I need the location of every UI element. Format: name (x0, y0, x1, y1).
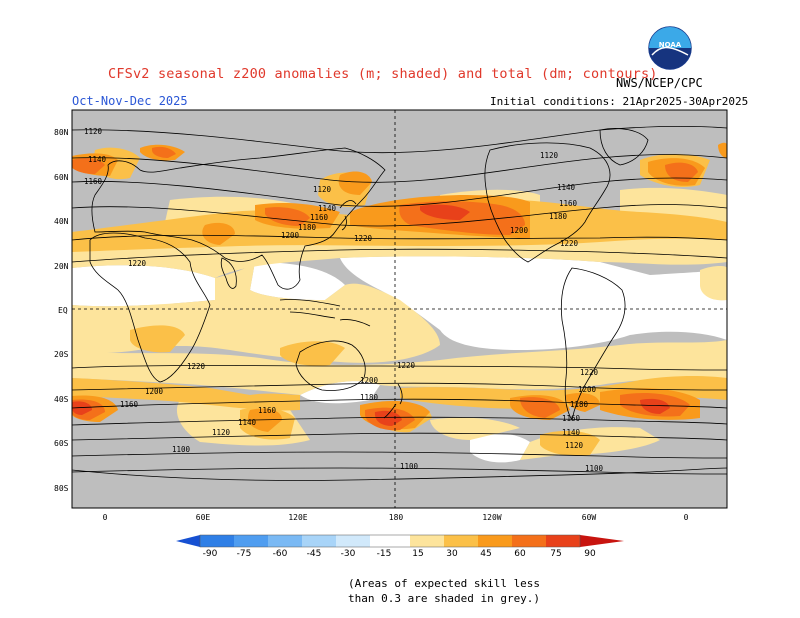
map-panel (72, 110, 727, 508)
lon-tick-label: 120E (288, 513, 307, 522)
colorbar-label: -45 (307, 549, 322, 559)
colorbar-label: 75 (550, 549, 561, 559)
lat-tick-label: 60S (54, 439, 69, 448)
longitude-labels: 0 60E 120E 180 120W 60W 0 (103, 513, 689, 522)
contour-label: 1140 (557, 183, 576, 192)
contour-label: 1200 (510, 226, 529, 235)
contour-label: 1160 (562, 414, 581, 423)
colorbar: -90 -75 -60 -45 -30 -15 15 30 45 60 75 9… (176, 534, 624, 559)
lat-tick-label: 40S (54, 395, 69, 404)
contour-label: 1180 (570, 400, 589, 409)
contour-label: 1180 (360, 393, 379, 402)
contour-label: 1160 (559, 199, 578, 208)
coastlines (72, 128, 727, 481)
logo-text: NOAA (659, 41, 682, 49)
colorbar-label: -15 (377, 549, 392, 559)
lon-tick-label: 60E (196, 513, 211, 522)
contour-label: 1200 (360, 376, 379, 385)
colorbar-cell (176, 535, 200, 547)
contour-label: 1220 (187, 362, 206, 371)
colorbar-label: 90 (584, 549, 596, 559)
colorbar-label: -30 (341, 549, 356, 559)
contour-label: 1160 (258, 406, 277, 415)
lat-tick-label: 80S (54, 484, 69, 493)
contour-label: 1160 (84, 177, 103, 186)
contour-label: 1220 (128, 259, 147, 268)
lon-tick-label: 0 (103, 513, 108, 522)
colorbar-cell (336, 535, 370, 547)
latitude-labels: 80N 60N 40N 20N EQ 20S 40S 60S 80S (54, 128, 69, 493)
colorbar-label: -60 (273, 549, 288, 559)
colorbar-outline (199, 534, 581, 548)
contour-label: 1160 (120, 400, 139, 409)
colorbar-label: 30 (446, 549, 458, 559)
colorbar-label: 45 (480, 549, 491, 559)
lon-tick-label: 60W (582, 513, 597, 522)
contour-label: 1180 (298, 223, 317, 232)
colorbar-label: -75 (237, 549, 252, 559)
colorbar-cell (234, 535, 268, 547)
agency-label: NWS/NCEP/CPC (616, 76, 703, 90)
colorbar-cell (410, 535, 444, 547)
contour-label: 1140 (88, 155, 107, 164)
initial-conditions: Initial conditions: 21Apr2025-30Apr2025 (490, 95, 749, 108)
colorbar-cell (546, 535, 580, 547)
contour-label: 1140 (562, 428, 581, 437)
contour-label: 1220 (580, 368, 599, 377)
contour-label: 1200 (145, 387, 164, 396)
colorbar-cell (302, 535, 336, 547)
lat-tick-label: 80N (54, 128, 69, 137)
contour-label: 1140 (238, 418, 257, 427)
lat-tick-label: 20S (54, 350, 69, 359)
colorbar-cell (512, 535, 546, 547)
colorbar-label: -90 (203, 549, 218, 559)
colorbar-cell (580, 535, 624, 547)
contour-label: 1200 (281, 231, 300, 240)
contour-label: 1120 (565, 441, 584, 450)
height-contours (72, 125, 727, 475)
colorbar-cell (370, 535, 410, 547)
lat-tick-label: 60N (54, 173, 69, 182)
lat-tick-label: 40N (54, 217, 69, 226)
chart-title: CFSv2 seasonal z200 anomalies (m; shaded… (108, 66, 658, 82)
lon-tick-label: 0 (684, 513, 689, 522)
contour-label: 1160 (310, 213, 329, 222)
contour-label: 1200 (578, 385, 597, 394)
contour-label-group: 1120 1140 1160 1120 1140 1160 1180 1200 … (84, 127, 604, 473)
colorbar-cell (200, 535, 234, 547)
colorbar-label: 15 (412, 549, 423, 559)
contour-label: 1220 (397, 361, 416, 370)
contour-label: 1120 (540, 151, 559, 160)
colorbar-cell (478, 535, 512, 547)
footnote-line-1: (Areas of expected skill less (348, 577, 541, 590)
contour-label: 1120 (84, 127, 103, 136)
contour-label: 1100 (172, 445, 191, 454)
map-frame (71, 109, 728, 509)
lat-tick-label: 20N (54, 262, 69, 271)
contour-label: 1120 (212, 428, 231, 437)
lon-tick-label: 120W (482, 513, 501, 522)
contour-label: 1140 (318, 204, 337, 213)
lat-tick-label: EQ (58, 306, 68, 315)
contour-label: 1100 (585, 464, 604, 473)
lon-tick-label: 180 (389, 513, 404, 522)
contour-label: 1100 (400, 462, 419, 471)
skill-footnote: (Areas of expected skill less than 0.3 a… (348, 576, 540, 606)
contour-label: 1120 (313, 185, 332, 194)
contour-label: 1180 (549, 212, 568, 221)
footnote-line-2: than 0.3 are shaded in grey.) (348, 592, 541, 605)
contour-label: 1220 (354, 234, 373, 243)
colorbar-cell (268, 535, 302, 547)
colorbar-label: 60 (514, 549, 526, 559)
noaa-logo: NOAA (648, 26, 692, 70)
forecast-period: Oct-Nov-Dec 2025 (72, 94, 188, 108)
contour-label: 1220 (560, 239, 579, 248)
colorbar-cell (444, 535, 478, 547)
